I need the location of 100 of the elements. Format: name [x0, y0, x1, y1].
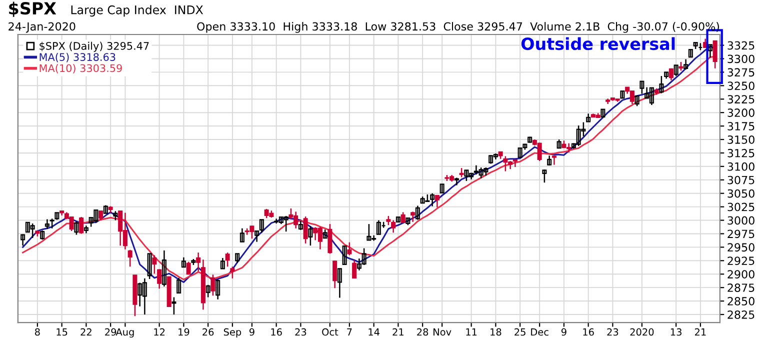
annotation: Outside reversal	[521, 37, 675, 50]
candlestick	[328, 223, 332, 254]
candlestick	[254, 230, 260, 242]
x-tick-label: 14	[368, 328, 380, 336]
candlestick	[640, 80, 644, 94]
legend-label: $SPX (Daily) 3295.47	[40, 42, 149, 52]
candlestick	[552, 155, 556, 166]
x-tick-label: Nov	[434, 328, 452, 336]
candlestick	[708, 44, 712, 58]
candlestick	[20, 234, 26, 246]
candlestick	[688, 48, 693, 58]
y-tick-label: 3075	[728, 176, 754, 184]
x-tick-label: 2020	[630, 328, 654, 336]
candlestick	[196, 252, 201, 272]
candlestick	[347, 242, 352, 256]
candlestick	[352, 259, 357, 280]
candlestick	[74, 220, 79, 236]
candlestick	[674, 64, 678, 77]
x-tick-label: 29	[105, 328, 116, 336]
x-tick-label: 11	[466, 328, 477, 336]
candlestick	[79, 216, 84, 234]
candlestick	[128, 249, 132, 268]
x-tick-label: 9	[249, 328, 254, 336]
y-tick-label: 2900	[728, 270, 754, 278]
candlestick	[434, 194, 440, 208]
x-tick-label: 25	[514, 328, 526, 336]
candlestick	[430, 192, 435, 207]
candlestick	[459, 167, 464, 178]
x-tick-label: 22	[80, 328, 92, 336]
candlestick	[162, 250, 166, 288]
x-tick-label: 16	[583, 328, 594, 336]
x-tick-label: 13	[670, 328, 682, 336]
y-tick-label: 3250	[728, 82, 754, 90]
x-tick-label: 16	[271, 328, 282, 336]
text: 24-Jan-2020	[8, 22, 76, 33]
candlestick	[98, 210, 104, 221]
candlestick	[547, 155, 552, 166]
candlestick	[303, 216, 308, 244]
candlestick	[542, 169, 547, 184]
candlestick	[157, 268, 162, 290]
candlestick	[230, 266, 235, 280]
chart-subtitle: Large Cap Index INDX	[71, 5, 204, 17]
candlestick	[240, 228, 244, 242]
y-tick-label: 3100	[728, 162, 754, 171]
text: Open 3333.10 High 3333.18 Low 3281.53 Close 3295.47 Volume 2.1B Chg -30.07 (-0.90%)	[197, 22, 719, 33]
candlestick	[586, 113, 591, 122]
y-tick-label: 2875	[728, 284, 754, 292]
legend-label: MA(5) 3318.63	[40, 52, 116, 62]
candlestick	[634, 95, 640, 107]
y-tick-label: 3050	[728, 189, 754, 198]
candlestick	[152, 254, 157, 274]
chart-title: $SPX	[9, 2, 56, 17]
candlestick	[298, 220, 303, 231]
x-tick-label: Aug	[116, 328, 134, 338]
x-tick-label: 8	[35, 328, 40, 336]
x-tick-label: 15	[56, 328, 68, 336]
candlestick	[415, 205, 420, 220]
legend-label: MA(10) 3303.59	[40, 64, 122, 74]
candlestick	[410, 211, 416, 223]
candlestick	[40, 230, 45, 240]
y-tick-label: 3325	[728, 41, 754, 50]
x-tick-label: Sep	[224, 328, 242, 338]
candlestick	[225, 252, 230, 268]
candlestick	[512, 159, 518, 168]
y-tick-label: 3275	[728, 68, 754, 77]
candlestick	[332, 260, 338, 289]
candlestick	[176, 277, 182, 294]
candlestick	[400, 212, 406, 224]
x-tick-label: 12	[154, 328, 165, 336]
candlestick	[337, 268, 342, 298]
y-tick-label: 2925	[728, 256, 754, 266]
candlestick	[50, 218, 54, 229]
y-tick-label: 3025	[728, 202, 754, 212]
candlestick	[386, 215, 391, 226]
candlestick	[103, 204, 108, 214]
candlestick	[186, 261, 191, 276]
y-tick-label: 2975	[728, 230, 754, 238]
x-tick-label: 23	[295, 328, 306, 336]
x-tick-label: Oct	[322, 328, 338, 336]
candlestick	[210, 274, 216, 296]
candlestick	[259, 219, 264, 234]
y-tick-label: 3125	[728, 148, 754, 158]
candlestick	[147, 253, 152, 280]
y-tick-label: 3300	[728, 54, 754, 64]
candlestick	[664, 72, 669, 80]
candlestick	[181, 256, 186, 268]
x-tick-label: 9	[561, 328, 566, 336]
candlestick	[206, 284, 210, 298]
y-tick-label: 2825	[728, 310, 754, 319]
candlestick	[220, 257, 225, 270]
candlestick	[44, 218, 50, 230]
x-tick-label: 19	[178, 328, 190, 336]
candlestick	[172, 296, 176, 316]
y-tick-label: 3225	[728, 95, 754, 104]
candlestick	[659, 75, 664, 94]
y-tick-label: 3000	[728, 216, 754, 225]
x-tick-label: Dec	[531, 328, 548, 336]
candlestick	[454, 177, 459, 186]
candlestick	[712, 40, 718, 70]
y-tick-label: 3175	[728, 122, 754, 130]
